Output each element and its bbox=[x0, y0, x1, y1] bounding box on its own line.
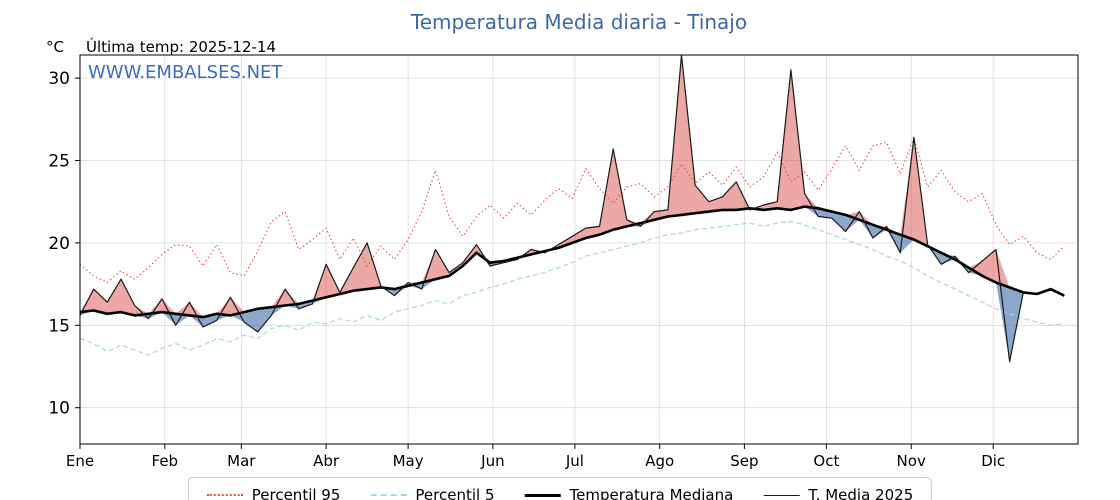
svg-text:10: 10 bbox=[48, 399, 70, 419]
legend-item-percentil-95: Percentil 95 bbox=[206, 486, 341, 500]
svg-text:Oct: Oct bbox=[813, 452, 839, 470]
chart-title: Temperatura Media diaria - Tinajo bbox=[410, 10, 748, 34]
legend-item-t-media-2025: T. Media 2025 bbox=[763, 486, 913, 500]
t-media-2025-line-swatch bbox=[763, 494, 800, 496]
legend-label-mediana: Temperatura Mediana bbox=[569, 486, 734, 500]
legend-item-percentil-5: Percentil 5 bbox=[370, 486, 494, 500]
legend-label-percentil-5: Percentil 5 bbox=[415, 486, 495, 500]
svg-text:Feb: Feb bbox=[152, 452, 179, 470]
svg-text:25: 25 bbox=[48, 152, 70, 172]
last-temp-label: Última temp: 2025-12-14 bbox=[86, 38, 277, 56]
svg-text:Mar: Mar bbox=[227, 452, 256, 470]
chart-legend: Percentil 95 Percentil 5 Temperatura Med… bbox=[187, 477, 933, 500]
svg-text:30: 30 bbox=[48, 69, 70, 89]
legend-item-mediana: Temperatura Mediana bbox=[524, 486, 733, 500]
percentil-5-line-swatch bbox=[370, 494, 407, 496]
svg-text:Abr: Abr bbox=[313, 452, 340, 470]
svg-text:Ene: Ene bbox=[66, 452, 94, 470]
svg-text:Nov: Nov bbox=[897, 452, 926, 470]
svg-text:Sep: Sep bbox=[730, 452, 758, 470]
legend-label-t-media-2025: T. Media 2025 bbox=[808, 486, 914, 500]
svg-text:Jul: Jul bbox=[565, 452, 584, 470]
svg-text:May: May bbox=[393, 452, 424, 470]
svg-text:20: 20 bbox=[48, 234, 70, 254]
svg-text:15: 15 bbox=[48, 316, 70, 336]
watermark-text: WWW.EMBALSES.NET bbox=[88, 62, 283, 83]
y-axis-unit-label: °C bbox=[46, 38, 64, 56]
svg-text:Dic: Dic bbox=[981, 452, 1005, 470]
svg-text:Jun: Jun bbox=[480, 452, 504, 470]
percentil-95-line-swatch bbox=[206, 494, 243, 496]
svg-text:Ago: Ago bbox=[645, 452, 674, 470]
mediana-line-swatch bbox=[524, 493, 561, 497]
legend-label-percentil-95: Percentil 95 bbox=[251, 486, 341, 500]
